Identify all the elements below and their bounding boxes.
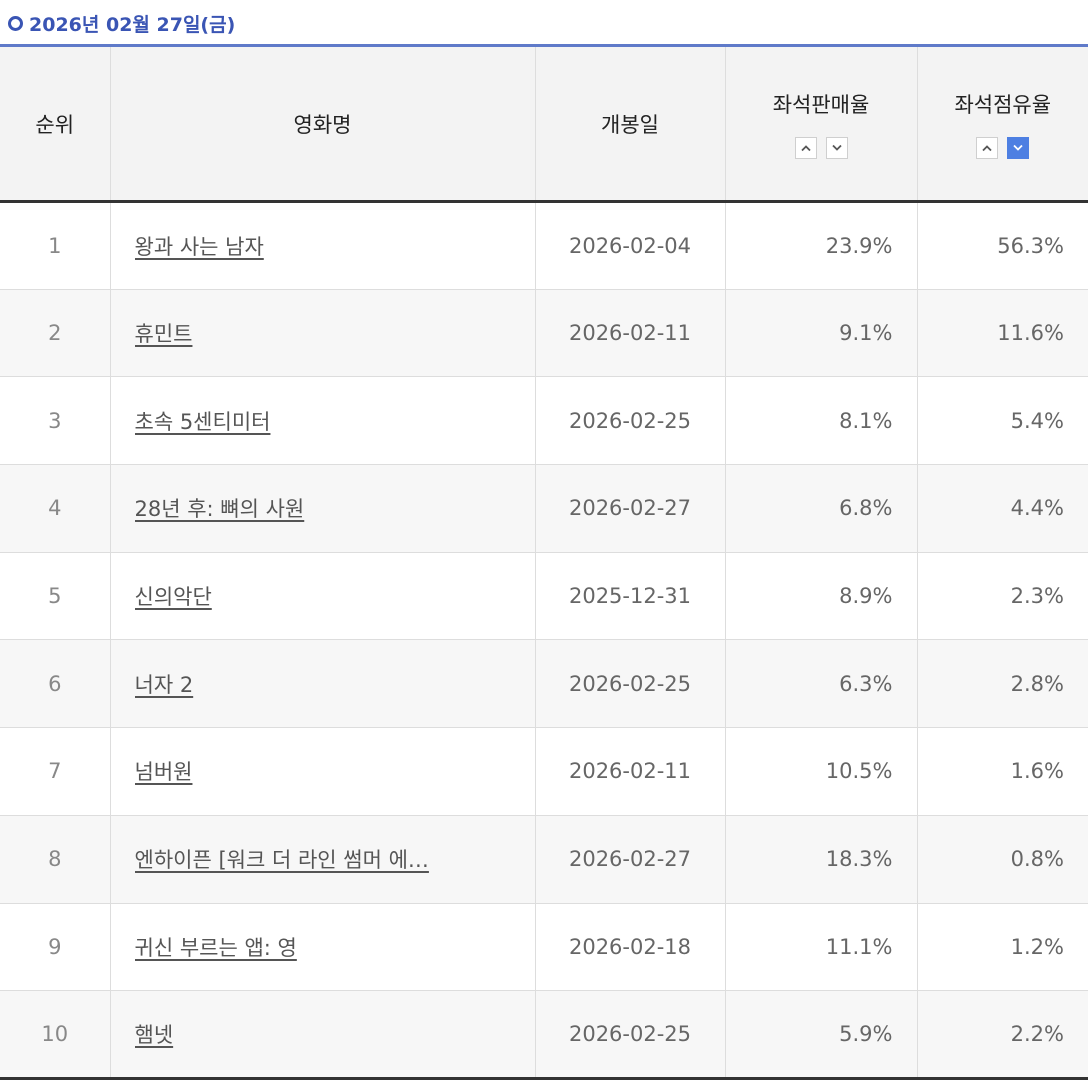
rank-cell: 5	[0, 552, 111, 641]
rank-cell: 3	[0, 376, 111, 466]
table-row: 10 햄넷 2026-02-25 5.9% 2.2%	[0, 990, 1088, 1079]
chevron-down-icon	[831, 144, 842, 151]
title-cell: 너자 2	[109, 639, 536, 729]
header-sale-rate-label: 좌석판매율	[772, 92, 870, 117]
title-cell: 휴민트	[109, 289, 536, 378]
release-date-cell: 2026-02-04	[534, 201, 726, 290]
title-cell: 엔하이픈 [워크 더 라인 썸머 에…	[109, 815, 536, 904]
movie-title-link[interactable]: 귀신 부르는 앱: 영	[134, 935, 297, 960]
release-date-cell: 2026-02-25	[534, 639, 726, 729]
date-heading: 2026년 02월 27일(금)	[8, 6, 235, 40]
release-date-cell: 2026-02-25	[534, 990, 726, 1079]
table-row: 1 왕과 사는 남자 2026-02-04 23.9% 56.3%	[0, 201, 1088, 290]
movie-title-link[interactable]: 왕과 사는 남자	[134, 234, 264, 259]
table-row: 7 넘버원 2026-02-11 10.5% 1.6%	[0, 727, 1088, 816]
occupancy-cell: 2.8%	[916, 639, 1088, 729]
table-row: 9 귀신 부르는 앱: 영 2026-02-18 11.1% 1.2%	[0, 903, 1088, 992]
occupancy-cell: 1.6%	[916, 727, 1088, 816]
release-date-cell: 2026-02-27	[534, 464, 726, 553]
rank-cell: 7	[0, 727, 111, 816]
occupancy-cell: 5.4%	[916, 376, 1088, 466]
header-rank: 순위	[0, 45, 111, 203]
sale-rate-cell: 8.9%	[724, 552, 918, 641]
table-row: 5 신의악단 2025-12-31 8.9% 2.3%	[0, 552, 1088, 641]
release-date-cell: 2026-02-25	[534, 376, 726, 466]
movie-title-link[interactable]: 초속 5센티미터	[134, 409, 271, 434]
table-row: 8 엔하이픈 [워크 더 라인 썸머 에… 2026-02-27 18.3% 0…	[0, 815, 1088, 904]
header-occupancy: 좌석점유율	[916, 45, 1088, 203]
movie-title-link[interactable]: 너자 2	[134, 672, 194, 697]
table-row: 6 너자 2 2026-02-25 6.3% 2.8%	[0, 639, 1088, 729]
rank-cell: 6	[0, 639, 111, 729]
sale-rate-sort-down-button[interactable]	[825, 136, 848, 159]
rank-cell: 10	[0, 990, 111, 1079]
occupancy-cell: 0.8%	[916, 815, 1088, 904]
date-label: 2026년 02월 27일(금)	[29, 13, 236, 36]
sale-rate-cell: 6.3%	[724, 639, 918, 729]
sale-rate-sort-up-button[interactable]	[794, 136, 817, 159]
sale-rate-cell: 8.1%	[724, 376, 918, 466]
sale-rate-cell: 18.3%	[724, 815, 918, 904]
circle-bullet-icon	[8, 15, 23, 31]
movie-title-link[interactable]: 넘버원	[134, 760, 193, 785]
title-cell: 신의악단	[109, 552, 536, 641]
occupancy-cell: 4.4%	[916, 464, 1088, 553]
rank-cell: 8	[0, 815, 111, 904]
release-date-cell: 2025-12-31	[534, 552, 726, 641]
movie-title-link[interactable]: 휴민트	[134, 322, 193, 347]
occupancy-cell: 56.3%	[916, 201, 1088, 290]
occupancy-cell: 2.2%	[916, 990, 1088, 1079]
occupancy-cell: 11.6%	[916, 289, 1088, 378]
release-date-cell: 2026-02-18	[534, 903, 726, 992]
title-cell: 넘버원	[109, 727, 536, 816]
rank-cell: 4	[0, 464, 111, 553]
sale-rate-cell: 5.9%	[724, 990, 918, 1079]
table-body: 1 왕과 사는 남자 2026-02-04 23.9% 56.3% 2 휴민트 …	[0, 201, 1088, 1079]
sale-rate-cell: 6.8%	[724, 464, 918, 553]
release-date-cell: 2026-02-11	[534, 727, 726, 816]
title-cell: 28년 후: 뼈의 사원	[109, 464, 536, 553]
table-row: 4 28년 후: 뼈의 사원 2026-02-27 6.8% 4.4%	[0, 464, 1088, 553]
chevron-up-icon	[982, 144, 992, 151]
chevron-down-icon	[1013, 144, 1023, 151]
header-sale-rate: 좌석판매율	[724, 45, 918, 203]
sale-rate-cell: 10.5%	[724, 727, 918, 816]
header-release: 개봉일	[534, 45, 726, 203]
title-cell: 왕과 사는 남자	[109, 201, 536, 290]
table-row: 2 휴민트 2026-02-11 9.1% 11.6%	[0, 289, 1088, 378]
box-office-table: 순위 영화명 개봉일 좌석판매율 좌석점유율	[0, 44, 1088, 1080]
sale-rate-cell: 23.9%	[724, 201, 918, 290]
release-date-cell: 2026-02-11	[534, 289, 726, 378]
movie-title-link[interactable]: 햄넷	[134, 1023, 174, 1048]
occupancy-cell: 2.3%	[916, 552, 1088, 641]
rank-cell: 1	[0, 201, 111, 290]
header-occupancy-label: 좌석점유율	[954, 92, 1052, 117]
movie-title-link[interactable]: 28년 후: 뼈의 사원	[134, 497, 305, 522]
movie-title-link[interactable]: 신의악단	[134, 585, 212, 610]
title-cell: 귀신 부르는 앱: 영	[109, 903, 536, 992]
header-title: 영화명	[109, 45, 536, 203]
title-cell: 햄넷	[109, 990, 536, 1079]
release-date-cell: 2026-02-27	[534, 815, 726, 904]
occupancy-sort-controls	[918, 136, 1088, 159]
rank-cell: 9	[0, 903, 111, 992]
sale-rate-sort-controls	[726, 136, 917, 159]
box-office-table-container: 순위 영화명 개봉일 좌석판매율 좌석점유율	[0, 44, 1088, 1080]
occupancy-sort-up-button[interactable]	[976, 136, 999, 159]
occupancy-sort-down-button[interactable]	[1007, 136, 1030, 159]
table-row: 3 초속 5센티미터 2026-02-25 8.1% 5.4%	[0, 376, 1088, 466]
chevron-up-icon	[800, 144, 811, 151]
movie-title-link[interactable]: 엔하이픈 [워크 더 라인 썸머 에…	[134, 848, 429, 873]
sale-rate-cell: 9.1%	[724, 289, 918, 378]
sale-rate-cell: 11.1%	[724, 903, 918, 992]
rank-cell: 2	[0, 289, 111, 378]
occupancy-cell: 1.2%	[916, 903, 1088, 992]
table-header-row: 순위 영화명 개봉일 좌석판매율 좌석점유율	[0, 45, 1088, 203]
title-cell: 초속 5센티미터	[109, 376, 536, 466]
